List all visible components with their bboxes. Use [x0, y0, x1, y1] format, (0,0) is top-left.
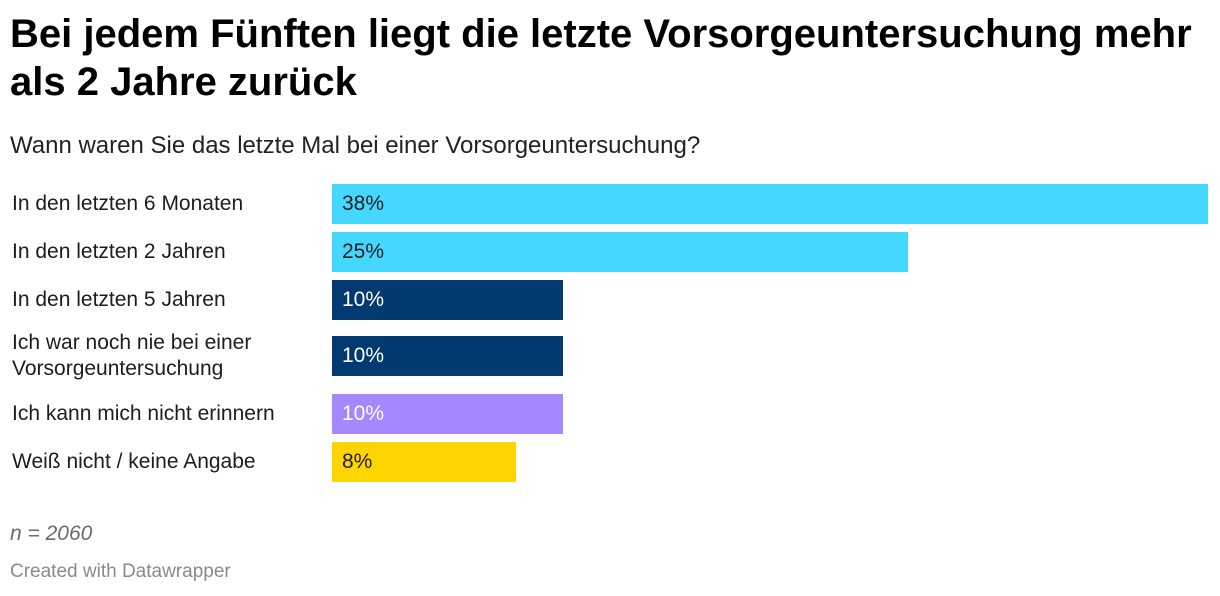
category-label: Ich kann mich nicht erinnern: [12, 402, 275, 425]
bar-value-label: 25%: [342, 240, 385, 263]
bar: [332, 280, 563, 320]
datawrapper-credit: Created with Datawrapper: [10, 561, 231, 582]
bar: [332, 442, 516, 482]
bar: [332, 184, 1208, 224]
bar: [332, 232, 908, 272]
category-label: Ich war noch nie bei einer Vorsorgeunter…: [12, 331, 252, 380]
bar-value-label: 10%: [342, 288, 385, 311]
bar-value-label: 8%: [342, 450, 373, 473]
chart-subtitle: Wann waren Sie das letzte Mal bei einer …: [10, 132, 701, 159]
bar-value-label: 10%: [342, 344, 385, 367]
sample-size-note: n = 2060: [10, 522, 93, 545]
category-label: In den letzten 5 Jahren: [12, 288, 226, 311]
bar-value-label: 10%: [342, 402, 385, 425]
bar: [332, 394, 563, 434]
category-label: In den letzten 2 Jahren: [12, 240, 226, 263]
bar: [332, 336, 563, 376]
chart-title: Bei jedem Fünften liegt die letzte Vorso…: [10, 12, 1192, 104]
bar-value-label: 38%: [342, 192, 385, 215]
category-label: In den letzten 6 Monaten: [12, 192, 244, 215]
category-label: Weiß nicht / keine Angabe: [12, 450, 256, 473]
